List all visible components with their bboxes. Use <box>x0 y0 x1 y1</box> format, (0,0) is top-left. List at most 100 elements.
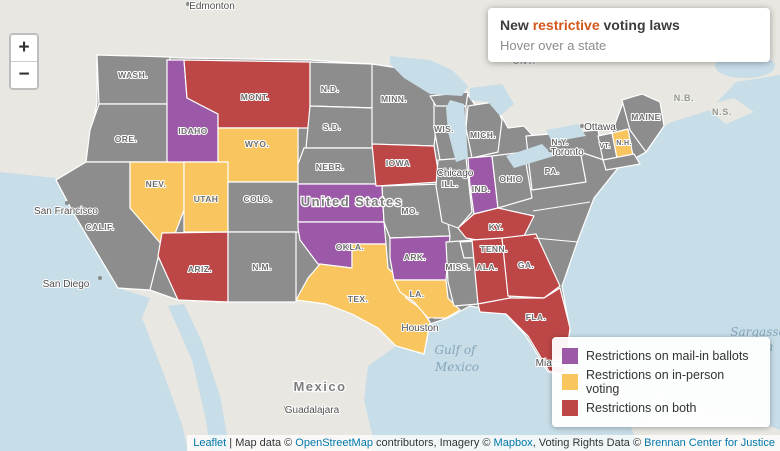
state-label-vt: VT. <box>599 143 610 150</box>
state-label-ut: UTAH <box>194 194 219 204</box>
legend-swatch-mail <box>562 348 578 364</box>
water-label-sargasso-1: Sargasso <box>730 325 780 339</box>
legend-swatch-both <box>562 400 578 416</box>
water-label-gulf-1: Gulf of <box>434 343 478 357</box>
lake-erie <box>506 144 554 168</box>
state-label-mi: MICH. <box>470 130 496 140</box>
state-nd[interactable] <box>309 61 375 109</box>
state-label-nd: N.D. <box>321 84 340 94</box>
attribution-link-brennan-center[interactable]: Brennan Center for Justice <box>644 437 775 449</box>
nova-scotia-peninsula <box>704 98 754 124</box>
city-label-edmonton: Edmonton <box>189 1 235 12</box>
legend-row-mail: Restrictions on mail-in ballots <box>562 348 760 364</box>
city-dot-ottawa <box>580 124 584 128</box>
legend-label-in-person: Restrictions on in-person voting <box>586 368 725 396</box>
attribution-link-openstreetmap[interactable]: OpenStreetMap <box>295 437 373 449</box>
state-wy[interactable] <box>217 127 299 183</box>
state-label-ky: KY. <box>489 222 503 232</box>
state-label-ia: IOWA <box>386 158 410 168</box>
city-label-chicago: Chicago <box>437 168 474 179</box>
state-label-sd: S.D. <box>323 122 341 132</box>
attribution-text: contributors, Imagery © <box>372 437 494 449</box>
city-label-guadalajara: Guadalajara <box>285 405 340 416</box>
legend-label-both: Restrictions on both <box>586 401 697 415</box>
state-label-ne: NEBR. <box>316 162 344 172</box>
city-dot-toronto <box>548 148 552 152</box>
city-dot-chicago <box>452 164 456 168</box>
state-oh[interactable] <box>491 151 533 209</box>
attribution-text: , Voting Rights Data © <box>532 437 645 449</box>
city-label-san-francisco: San Francisco <box>34 206 98 217</box>
state-nm[interactable] <box>227 231 297 303</box>
country-label-mexico: Mexico <box>293 379 346 394</box>
state-label-pa: PA. <box>545 166 560 176</box>
state-ga[interactable] <box>501 233 561 299</box>
state-label-la: LA. <box>410 289 425 299</box>
legend-label-mail: Restrictions on mail-in ballots <box>586 349 749 363</box>
lake-huron <box>470 84 514 116</box>
pacific-ocean <box>0 172 188 451</box>
state-la[interactable] <box>393 279 461 319</box>
info-title-highlight: restrictive <box>532 17 600 33</box>
legend-swatch-in-person <box>562 374 578 390</box>
state-label-wy: WYO. <box>245 139 269 149</box>
state-ma[interactable] <box>602 153 641 171</box>
zoom-control: + − <box>9 33 39 90</box>
country-label-us: United States <box>301 194 404 209</box>
city-dot-guadalajara <box>284 406 288 410</box>
state-label-ca: CALIF. <box>86 222 115 232</box>
legend-row-both: Restrictions on both <box>562 400 760 416</box>
state-me[interactable] <box>621 93 665 153</box>
lake-superior <box>390 56 468 96</box>
info-subtitle: Hover over a state <box>500 38 607 53</box>
city-dot-san-diego <box>98 276 102 280</box>
city-dot-edmonton <box>186 2 190 6</box>
state-label-oh: OHIO <box>499 174 522 184</box>
state-label-nm: N.M. <box>252 262 272 272</box>
lake-michigan <box>446 100 468 162</box>
state-label-tn: TENN. <box>480 244 508 254</box>
zoom-in-button[interactable]: + <box>11 35 37 62</box>
city-dot-san-francisco <box>65 201 69 205</box>
state-label-fl: FLA. <box>526 312 546 322</box>
legend-row-in-person: Restrictions on in-person voting <box>562 368 760 396</box>
state-label-ms: MISS. <box>445 262 470 272</box>
city-label-houston: Houston <box>401 323 438 334</box>
province-label-ns: N.S. <box>712 107 732 117</box>
state-label-wa: WASH. <box>118 70 148 80</box>
state-ky[interactable] <box>457 207 535 243</box>
lake-ontario <box>546 124 586 142</box>
state-az[interactable] <box>157 231 229 303</box>
info-box: New restrictive voting laws Hover over a… <box>488 8 770 62</box>
province-label-nb: N.B. <box>674 93 694 103</box>
zoom-out-button[interactable]: − <box>11 62 37 88</box>
state-label-mn: MINN. <box>381 94 407 104</box>
city-label-ottawa: Ottawa <box>584 122 616 133</box>
state-co[interactable] <box>227 181 301 233</box>
attribution-text: | Map data © <box>226 437 296 449</box>
attribution-link-leaflet[interactable]: Leaflet <box>193 437 227 449</box>
gulf-of-california <box>168 304 230 451</box>
attribution-link-mapbox[interactable]: Mapbox <box>493 437 533 449</box>
state-label-tx: TEX. <box>348 294 369 304</box>
state-label-co: COLO. <box>244 194 273 204</box>
city-dot-houston <box>430 318 434 322</box>
state-label-me: MAINE <box>631 112 660 122</box>
legend: Restrictions on mail-in ballots Restrict… <box>552 337 770 427</box>
state-label-il: ILL. <box>442 179 459 189</box>
water-label-gulf-2: Mexico <box>434 360 479 374</box>
state-border-line <box>532 201 591 212</box>
state-label-nh: N.H. <box>616 140 632 147</box>
info-title: New restrictive voting laws <box>500 17 758 33</box>
state-or[interactable] <box>85 103 169 163</box>
attribution-bar: Leaflet | Map data © OpenStreetMap contr… <box>187 435 780 451</box>
state-label-mt: MONT. <box>241 92 269 102</box>
state-label-mo: MO. <box>401 206 418 216</box>
state-border-line <box>533 237 579 243</box>
state-label-ok: OKLA. <box>336 242 364 252</box>
city-label-toronto: Toronto <box>550 147 584 158</box>
state-label-az: ARIZ. <box>188 264 212 274</box>
state-label-in: IND. <box>472 184 491 194</box>
